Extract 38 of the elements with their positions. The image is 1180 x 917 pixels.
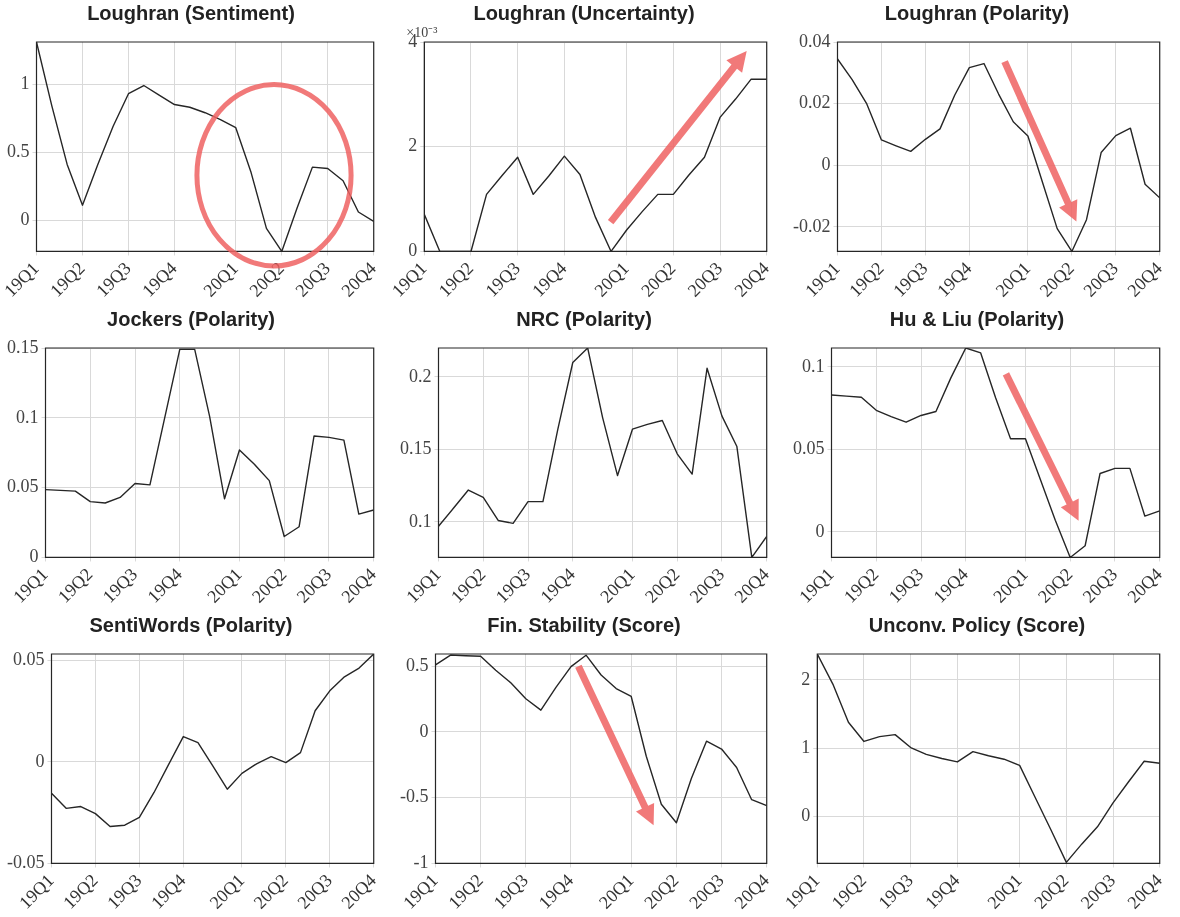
y-tick-label: 0	[821, 153, 831, 174]
chart-title: Unconv. Policy (Score)	[868, 613, 1086, 636]
chart-title: NRC (Polarity)	[516, 307, 652, 330]
y-tick-label: 0	[419, 720, 429, 741]
y-tick-label: 0.1	[16, 406, 39, 427]
chart-title: Jockers (Polarity)	[107, 307, 275, 330]
y-tick-label: 0	[408, 240, 418, 261]
y-tick-label: 0.1	[409, 510, 432, 531]
y-tick-label: 0.15	[400, 438, 432, 459]
y-tick-label: 0.15	[7, 336, 39, 357]
y-tick-label: 1	[20, 72, 30, 93]
y-tick-label: 0.5	[7, 140, 30, 161]
y-tick-label: 0	[815, 520, 825, 541]
y-tick-label: 0	[29, 546, 39, 567]
y-tick-label: 0.1	[802, 355, 825, 376]
y-tick-label: -0.5	[399, 786, 429, 807]
y-tick-label: 0	[801, 805, 811, 826]
y-tick-label: -0.02	[792, 215, 831, 236]
chart-title: Hu & Liu (Polarity)	[889, 307, 1065, 330]
chart-title: Fin. Stability (Score)	[487, 613, 681, 636]
y-tick-label: 2	[408, 135, 418, 156]
y-tick-label: 0.05	[12, 648, 45, 669]
y-tick-label: 0.05	[7, 476, 39, 497]
chart-title: Loughran (Uncertainty)	[473, 1, 695, 24]
y-tick-label: 0.05	[793, 438, 825, 459]
y-tick-label: 0.02	[798, 92, 831, 113]
y-tick-label: -0.05	[6, 852, 45, 873]
chart-title: Loughran (Sentiment)	[87, 1, 295, 24]
y-tick-label: 0.5	[405, 654, 429, 675]
y-tick-label: -1	[413, 852, 429, 873]
chart-title: Loughran (Polarity)	[884, 1, 1070, 24]
y-tick-label: 0	[20, 208, 30, 229]
y-tick-label: 0.04	[798, 30, 831, 51]
chart-title: SentiWords (Polarity)	[89, 613, 293, 636]
y-tick-label: 1	[801, 737, 811, 757]
y-tick-label: 2	[801, 668, 811, 689]
y-tick-label: 0	[35, 750, 45, 771]
y-tick-label: 0.2	[409, 365, 432, 386]
